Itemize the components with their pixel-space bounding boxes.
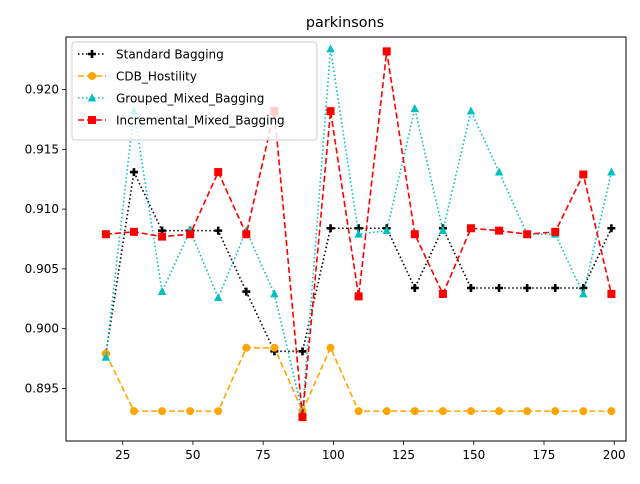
x-tick-label: 50 (185, 448, 200, 462)
data-point (495, 226, 504, 235)
data-point (466, 224, 475, 233)
data-point (326, 44, 335, 53)
x-tick-label: 150 (462, 448, 485, 462)
data-point (298, 413, 307, 422)
data-point (410, 284, 419, 293)
data-point (158, 407, 167, 416)
series-1 (101, 168, 616, 358)
y-tick-label: 0.915 (25, 142, 59, 156)
y-tick-label: 0.920 (25, 83, 59, 97)
data-point (382, 407, 391, 416)
data-point (242, 230, 251, 239)
data-point (382, 226, 391, 235)
data-point (523, 230, 532, 239)
data-point (438, 226, 448, 235)
data-point (242, 287, 251, 296)
data-point (298, 347, 307, 356)
legend-label: Incremental_Mixed_Bagging (116, 114, 285, 128)
series-2 (101, 343, 616, 416)
data-point (354, 292, 363, 301)
data-point (242, 343, 251, 352)
data-point (354, 229, 363, 238)
data-point (579, 170, 588, 179)
data-point (607, 407, 616, 416)
data-point (410, 104, 420, 113)
data-point (466, 106, 476, 115)
x-tick-label: 175 (533, 448, 556, 462)
series-line (105, 169, 613, 354)
data-point (410, 230, 419, 239)
series-line (105, 345, 612, 414)
data-point (551, 284, 560, 293)
y-tick-label: 0.910 (25, 202, 59, 216)
data-point (214, 292, 223, 301)
series-layer (101, 44, 616, 422)
data-point (158, 232, 167, 241)
plot-frame (65, 36, 627, 442)
data-point (579, 407, 588, 416)
data-point (270, 343, 279, 352)
data-point (129, 407, 138, 416)
data-point (101, 230, 110, 239)
data-point (129, 227, 138, 236)
legend-label: Grouped_Mixed_Bagging (116, 92, 264, 106)
y-tick-label: 0.905 (25, 262, 59, 276)
data-point (214, 168, 223, 177)
data-point (186, 407, 195, 416)
data-point (326, 107, 335, 116)
data-point (129, 168, 138, 177)
data-point (551, 227, 560, 236)
data-point (214, 407, 223, 416)
legend-marker (87, 93, 97, 102)
data-point (523, 407, 532, 416)
data-point (607, 167, 616, 176)
x-tick-label: 200 (603, 448, 626, 462)
data-point (523, 284, 532, 293)
data-point (186, 230, 195, 239)
x-axis: 25 50 75 100 125 150 175 200 (115, 441, 626, 462)
legend-item: Standard Bagging (78, 48, 224, 62)
legend-item: Grouped_Mixed_Bagging (78, 92, 264, 106)
data-point (466, 407, 475, 416)
series-4 (101, 47, 616, 422)
chart-title: parkinsons (306, 15, 384, 31)
data-point (494, 167, 504, 176)
data-point (495, 407, 504, 416)
data-point (270, 289, 279, 298)
data-point (382, 47, 391, 56)
data-point (438, 407, 447, 416)
data-point (495, 284, 504, 293)
y-tick-label: 0.895 (25, 381, 59, 395)
legend-label: CDB_Hostility (116, 70, 197, 84)
data-point (214, 226, 223, 235)
legend-marker (88, 50, 96, 58)
legend-label: Standard Bagging (116, 48, 224, 62)
legend-item: CDB_Hostility (78, 70, 197, 84)
y-axis: 0.895 0.900 0.905 0.910 0.915 0.920 (25, 83, 66, 395)
x-tick-label: 25 (115, 448, 130, 462)
legend-marker (88, 116, 96, 124)
x-tick-label: 125 (392, 448, 415, 462)
data-point (551, 407, 560, 416)
data-point (354, 407, 363, 416)
data-point (157, 286, 167, 295)
legend: Standard Bagging CDB_Hostility Grouped_Mix… (71, 41, 318, 141)
legend-marker (88, 72, 96, 80)
x-tick-label: 75 (256, 448, 271, 462)
data-point (607, 224, 616, 233)
x-tick-label: 100 (322, 448, 345, 462)
data-point (438, 289, 447, 298)
data-point (607, 289, 616, 298)
y-tick-label: 0.900 (25, 322, 59, 336)
legend-item: Incremental_Mixed_Bagging (78, 114, 285, 128)
data-point (466, 284, 475, 293)
data-point (326, 224, 335, 233)
legend-box (71, 41, 318, 141)
data-point (579, 289, 588, 298)
data-point (326, 343, 335, 352)
data-point (410, 407, 419, 416)
data-point (101, 352, 111, 361)
